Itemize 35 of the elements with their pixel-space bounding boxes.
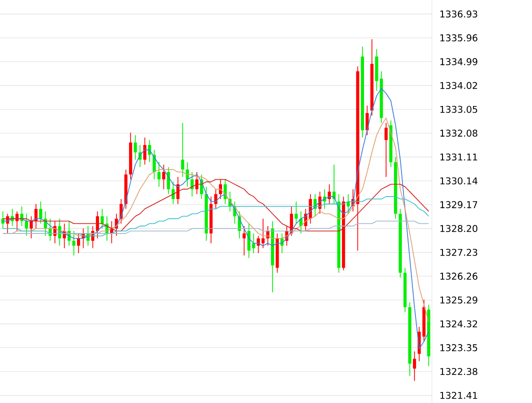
candlestick xyxy=(242,226,246,256)
candlestick xyxy=(152,149,156,180)
y-tick-label: 1326.26 xyxy=(440,272,478,280)
candlestick xyxy=(24,213,28,236)
candlestick xyxy=(412,350,416,382)
candlestick xyxy=(214,188,218,210)
y-tick-label: 1334.99 xyxy=(440,58,478,66)
candlestick xyxy=(30,216,33,239)
candlestick xyxy=(181,122,184,178)
candlestick xyxy=(39,201,42,224)
y-tick-label: 1327.23 xyxy=(440,248,478,256)
candlestick xyxy=(346,194,350,214)
candlestick xyxy=(100,208,104,229)
y-tick-label: 1332.08 xyxy=(440,130,478,137)
y-tick-label: 1321.41 xyxy=(440,392,478,399)
y-tick-label: 1331.11 xyxy=(440,153,478,161)
candlestick xyxy=(162,164,166,190)
y-tick-label: 1323.35 xyxy=(440,344,478,352)
candlestick xyxy=(134,134,137,160)
y-tick-label: 1330.14 xyxy=(440,177,478,184)
y-tick-label: 1329.17 xyxy=(440,201,478,208)
y-tick-label: 1322.38 xyxy=(440,368,478,376)
candlestick xyxy=(157,162,161,188)
y-tick-label: 1328.20 xyxy=(440,224,478,232)
y-tick-label: 1336.93 xyxy=(440,10,478,18)
y-tick-label: 1324.32 xyxy=(440,320,478,328)
candlestick xyxy=(224,178,227,204)
candlestick xyxy=(384,122,388,178)
candlestick xyxy=(294,201,298,224)
y-tick-label: 1333.05 xyxy=(440,106,478,113)
candlestick xyxy=(143,137,146,166)
y-tick-label: 1334.02 xyxy=(440,82,478,90)
y-tick-label: 1335.96 xyxy=(440,34,478,42)
candlestick xyxy=(20,206,24,226)
y-tick-label: 1325.29 xyxy=(440,296,478,304)
